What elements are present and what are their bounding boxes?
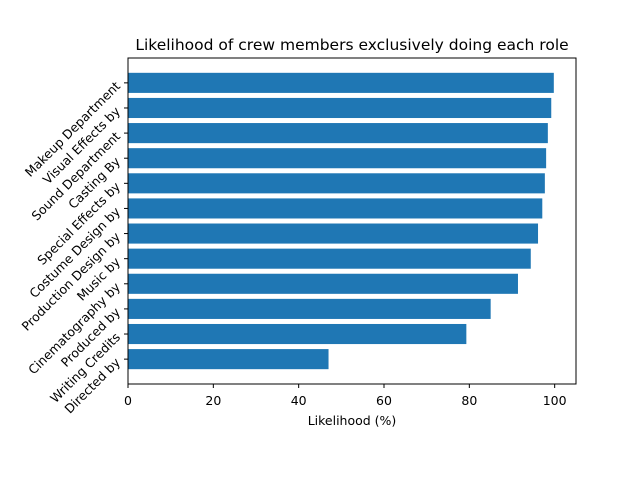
- bar-music-by: [128, 248, 531, 269]
- bar-makeup-department: [128, 72, 554, 93]
- x-tick-label: 0: [124, 393, 132, 408]
- x-axis-ticks: 0 20 40 60 80 100: [124, 384, 567, 408]
- x-tick-label: 100: [543, 393, 567, 408]
- chart-title: Likelihood of crew members exclusively d…: [135, 36, 568, 54]
- bar-writing-credits: [128, 323, 467, 345]
- x-axis-label: Likelihood (%): [308, 413, 397, 428]
- bars-group: [128, 72, 554, 370]
- x-tick-label: 60: [376, 393, 392, 408]
- bar-sound-department: [128, 123, 548, 144]
- x-tick-label: 80: [461, 393, 477, 408]
- bar-cinematography-by: [128, 273, 518, 294]
- x-tick-label: 20: [205, 393, 221, 408]
- bar-special-effects-by: [128, 173, 545, 194]
- x-tick-label: 40: [291, 393, 307, 408]
- bar-produced-by: [128, 298, 491, 319]
- plot-frame: [127, 57, 577, 385]
- bar-directed-by: [128, 349, 329, 370]
- bar-casting-by: [128, 148, 547, 169]
- bar-production-design-by: [128, 223, 539, 244]
- bar-costume-design-by: [128, 198, 543, 219]
- bar-visual-effects-by: [128, 97, 552, 119]
